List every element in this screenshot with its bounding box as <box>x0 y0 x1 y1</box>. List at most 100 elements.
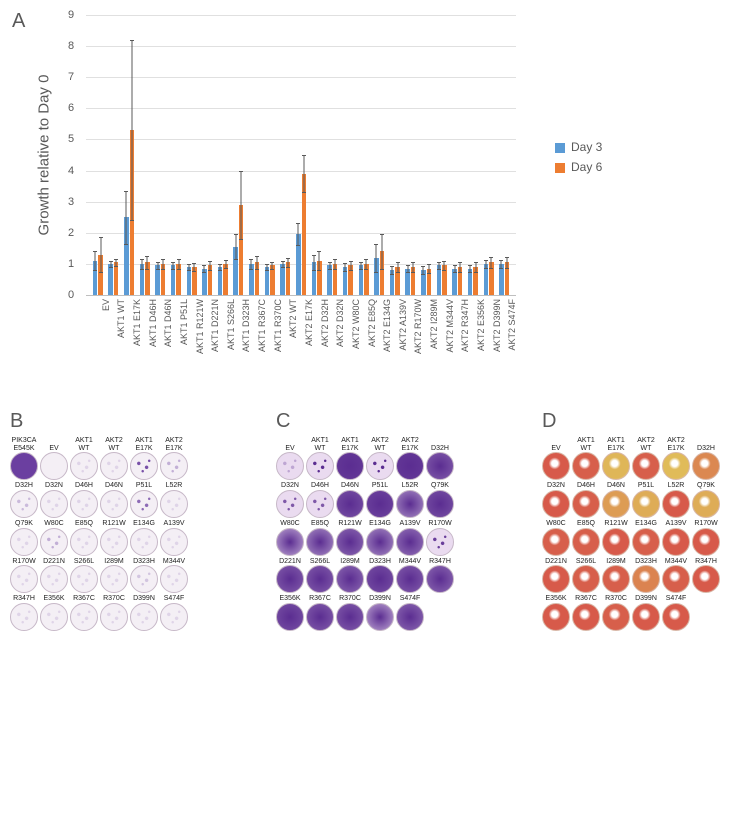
well-icon <box>542 603 570 631</box>
well-icon <box>130 490 158 518</box>
well-item: AKT2 WT <box>632 437 660 480</box>
well-item: R367C <box>306 595 334 631</box>
well-item: Q79K <box>426 482 454 518</box>
well-item: EV <box>40 445 68 481</box>
well-row: EVAKT1 WTAKT1 E17KAKT2 WTAKT2 E17KD32H <box>276 437 454 480</box>
well-label: D399N <box>133 595 155 603</box>
well-label: D221N <box>43 558 65 566</box>
bar-day3 <box>218 267 223 295</box>
well-item: R347H <box>692 558 720 594</box>
well-label: Q79K <box>15 520 33 528</box>
well-item: R170W <box>692 520 720 556</box>
well-icon <box>662 565 690 593</box>
well-item: W80C <box>40 520 68 556</box>
well-label: W80C <box>546 520 565 528</box>
well-label: R367C <box>73 595 95 603</box>
well-item: R367C <box>572 595 600 631</box>
well-label: R347H <box>13 595 35 603</box>
well-item: AKT2 WT <box>100 437 128 480</box>
well-item: M344V <box>662 558 690 594</box>
well-icon <box>10 603 38 631</box>
well-item: E356K <box>40 595 68 631</box>
well-item: D399N <box>130 595 158 631</box>
x-tick-label: AKT1 D46N <box>163 299 173 347</box>
well-label: E356K <box>43 595 64 603</box>
well-item: E134G <box>366 520 394 556</box>
well-label: D399N <box>369 595 391 603</box>
bar-day6 <box>114 262 119 295</box>
well-label: R121W <box>604 520 627 528</box>
well-label: D399N <box>635 595 657 603</box>
well-label: Q79K <box>431 482 449 490</box>
well-label: R347H <box>695 558 717 566</box>
well-label: AKT2 WT <box>100 437 128 452</box>
well-label: S474F <box>164 595 185 603</box>
well-row: R170WD221NS266LI289MD323HM344V <box>10 558 188 594</box>
well-item: EV <box>276 445 304 481</box>
y-tick-label: 8 <box>68 40 74 52</box>
well-item: D46N <box>602 482 630 518</box>
well-icon <box>100 603 128 631</box>
well-item: Q79K <box>692 482 720 518</box>
well-item: A139V <box>396 520 424 556</box>
legend-label: Day 3 <box>571 140 602 154</box>
well-label: AKT1 E17K <box>602 437 630 452</box>
well-label: R367C <box>309 595 331 603</box>
well-label: W80C <box>44 520 63 528</box>
well-item: AKT1 WT <box>70 437 98 480</box>
well-icon <box>10 452 38 480</box>
well-icon <box>632 603 660 631</box>
well-label: D32H <box>697 445 715 453</box>
well-label: L52R <box>166 482 183 490</box>
well-icon <box>426 565 454 593</box>
y-tick-label: 0 <box>68 289 74 301</box>
well-icon <box>366 603 394 631</box>
well-icon <box>306 452 334 480</box>
well-label: A139V <box>163 520 184 528</box>
well-item: A139V <box>160 520 188 556</box>
well-label: I289M <box>606 558 625 566</box>
x-tick-label: AKT2 I289M <box>429 299 439 349</box>
well-icon <box>70 490 98 518</box>
well-label: P51L <box>638 482 654 490</box>
well-row: R347HE356KR367CR370CD399NS474F <box>10 595 188 631</box>
well-label: E356K <box>279 595 300 603</box>
y-tick-label: 1 <box>68 258 74 270</box>
well-icon <box>306 603 334 631</box>
well-item: AKT1 E17K <box>602 437 630 480</box>
well-icon <box>100 565 128 593</box>
y-tick-label: 6 <box>68 102 74 114</box>
well-icon <box>70 452 98 480</box>
well-label: S266L <box>74 558 94 566</box>
well-icon <box>396 603 424 631</box>
bar-day3 <box>187 267 192 295</box>
well-icon <box>662 452 690 480</box>
well-label: D46H <box>577 482 595 490</box>
well-icon <box>40 603 68 631</box>
well-icon <box>366 528 394 556</box>
well-item: AKT1 WT <box>306 437 334 480</box>
well-icon <box>692 528 720 556</box>
well-icon <box>662 603 690 631</box>
well-item: S474F <box>160 595 188 631</box>
y-tick-label: 4 <box>68 165 74 177</box>
bottom-panels: B PIK3CA E545KEVAKT1 WTAKT2 WTAKT1 E17KA… <box>10 410 720 633</box>
well-item: D323H <box>130 558 158 594</box>
well-item: E85Q <box>70 520 98 556</box>
well-icon <box>276 603 304 631</box>
panel-b: B PIK3CA E545KEVAKT1 WTAKT2 WTAKT1 E17KA… <box>10 410 188 633</box>
well-label: D46N <box>105 482 123 490</box>
well-item: AKT1 E17K <box>130 437 158 480</box>
well-label: EV <box>551 445 560 453</box>
well-item: R170W <box>426 520 454 556</box>
well-icon <box>396 490 424 518</box>
well-item: S474F <box>662 595 690 631</box>
well-icon <box>692 565 720 593</box>
well-item: D221N <box>276 558 304 594</box>
well-icon <box>100 528 128 556</box>
well-label: D46H <box>311 482 329 490</box>
well-label: D32N <box>547 482 565 490</box>
well-label: I289M <box>104 558 123 566</box>
well-item: D399N <box>366 595 394 631</box>
well-icon <box>160 490 188 518</box>
